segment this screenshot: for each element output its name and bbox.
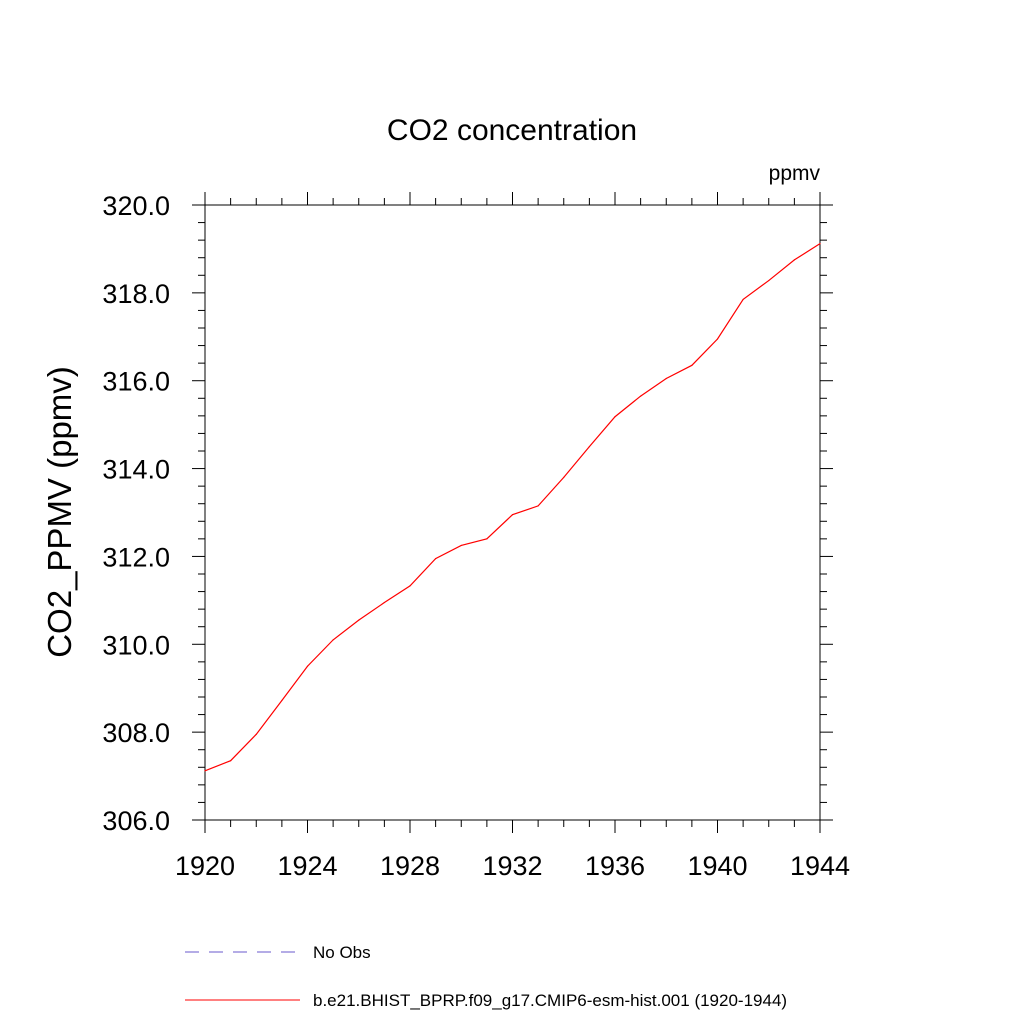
data-point	[537, 505, 539, 507]
data-point	[716, 338, 719, 340]
y-tick-label: 312.0	[102, 542, 170, 572]
y-axis-label: CO2_PPMV (ppmv)	[41, 366, 78, 658]
data-point	[511, 514, 514, 516]
x-tick-label: 1940	[687, 851, 747, 881]
data-point	[614, 416, 616, 418]
y-tick-label: 314.0	[102, 455, 170, 485]
data-point	[255, 733, 257, 735]
legend-label-1: b.e21.BHIST_BPRP.f09_g17.CMIP6-esm-hist.…	[313, 991, 787, 1010]
units-label: ppmv	[769, 162, 821, 185]
plot-area: 1920 1924 1928 1932 1936 1940 1944 306.0 308.0 31…	[102, 191, 850, 881]
y-tick-label: 310.0	[102, 630, 170, 660]
data-point	[588, 446, 590, 448]
series-line-1	[204, 243, 821, 772]
data-point	[332, 639, 334, 641]
data-point	[691, 364, 693, 366]
x-tick-label: 1936	[585, 851, 645, 881]
data-point	[665, 377, 667, 380]
y-tick-label: 320.0	[102, 191, 170, 221]
chart-title: CO2 concentration	[387, 114, 637, 147]
y-tick-label: 306.0	[102, 806, 170, 836]
data-point	[306, 665, 309, 667]
x-tick-label: 1924	[277, 851, 337, 881]
x-tick-label: 1928	[380, 851, 440, 881]
y-tick-label: 316.0	[102, 367, 170, 397]
plot-frame	[204, 204, 821, 821]
legend: No Obs b.e21.BHIST_BPRP.f09_g17.CMIP6-esm…	[185, 943, 787, 1010]
data-point	[383, 601, 385, 604]
data-point	[793, 259, 795, 261]
x-tick-label: 1920	[175, 851, 235, 881]
data-point	[358, 619, 360, 621]
data-point	[819, 243, 821, 245]
data-point	[409, 585, 411, 587]
data-point	[204, 770, 206, 772]
data-point	[742, 298, 744, 301]
data-point	[460, 544, 462, 547]
data-point	[230, 760, 232, 762]
y-tick-label: 308.0	[102, 718, 170, 748]
data-point	[768, 279, 770, 282]
data-point	[563, 476, 565, 478]
x-tick-label: 1932	[482, 851, 542, 881]
data-point	[281, 699, 283, 702]
data-point	[435, 558, 437, 560]
legend-label-0: No Obs	[313, 943, 371, 962]
x-tick-label: 1944	[790, 851, 850, 881]
y-tick-label: 318.0	[102, 279, 170, 309]
data-point	[640, 395, 642, 397]
data-point	[486, 538, 488, 540]
